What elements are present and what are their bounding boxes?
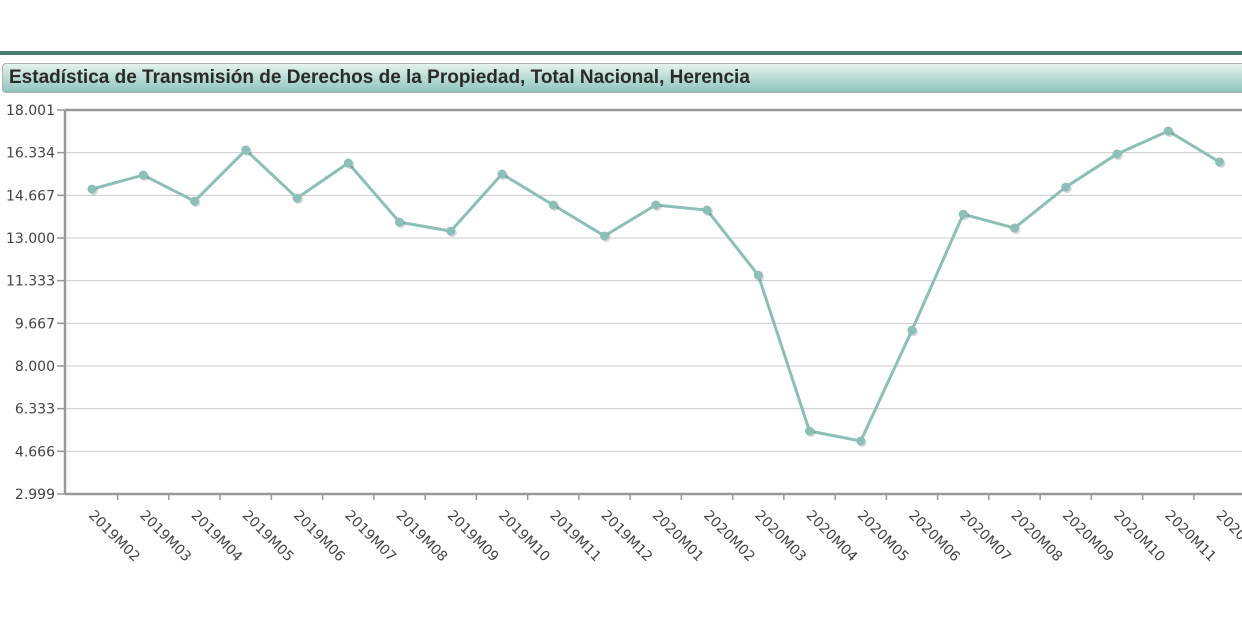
data-point xyxy=(548,200,558,210)
x-tick-label: 2020M08 xyxy=(1008,508,1066,566)
x-tick-label: 2019M04 xyxy=(188,508,246,566)
data-point xyxy=(446,226,456,236)
x-tick-label: 2019M12 xyxy=(598,508,656,566)
data-point xyxy=(343,158,353,168)
y-tick-label: 9.667 xyxy=(15,316,55,332)
data-point xyxy=(241,145,251,155)
x-tick-label: 2020M07 xyxy=(956,508,1014,566)
data-point xyxy=(395,217,404,227)
x-tick-label: 2019M02 xyxy=(85,508,143,566)
y-tick-label: 6.333 xyxy=(15,402,55,418)
data-point xyxy=(753,270,763,280)
x-tick-label: 2020M06 xyxy=(905,508,963,566)
data-point xyxy=(907,325,917,335)
x-tick-label: 2020M03 xyxy=(751,508,809,566)
data-point xyxy=(651,200,661,210)
x-tick-label: 2019M08 xyxy=(393,508,451,566)
x-tick-label: 2019M06 xyxy=(290,508,348,566)
y-tick-label: 18.001 xyxy=(6,103,55,119)
data-point xyxy=(292,193,302,203)
x-tick-label: 2019M09 xyxy=(444,508,502,566)
data-point xyxy=(856,436,866,446)
data-point xyxy=(1112,149,1122,159)
y-tick-label: 2.999 xyxy=(15,487,55,503)
x-tick-label: 2020M12 xyxy=(1213,508,1242,566)
x-tick-label: 2020M04 xyxy=(803,508,861,566)
x-tick-label: 2019M03 xyxy=(136,508,194,566)
data-point xyxy=(805,426,814,436)
y-tick-label: 11.333 xyxy=(6,274,55,290)
y-tick-label: 4.666 xyxy=(15,444,55,460)
y-tick-label: 13.000 xyxy=(6,231,55,247)
data-point xyxy=(1010,223,1019,233)
data-point xyxy=(1215,157,1224,167)
data-point xyxy=(497,169,507,179)
x-tick-label: 2020M09 xyxy=(1059,508,1117,566)
top-bar xyxy=(0,51,1242,55)
x-tick-label: 2020M01 xyxy=(649,508,707,566)
chart-title: Estadística de Transmisión de Derechos d… xyxy=(9,67,750,88)
y-tick-label: 16.334 xyxy=(6,146,55,162)
x-tick-label: 2020M02 xyxy=(700,508,758,566)
data-point xyxy=(190,196,199,206)
data-point xyxy=(138,170,148,180)
data-point xyxy=(1163,126,1173,136)
data-point xyxy=(1061,182,1071,192)
chart-header: Estadística de Transmisión de Derechos d… xyxy=(2,63,1242,93)
data-point xyxy=(958,209,968,219)
y-tick-label: 14.667 xyxy=(6,188,55,204)
data-point xyxy=(87,184,97,194)
x-tick-label: 2020M05 xyxy=(854,508,912,566)
x-tick-label: 2019M07 xyxy=(341,508,399,566)
x-tick-label: 2019M05 xyxy=(239,508,297,566)
x-tick-label: 2019M10 xyxy=(495,508,553,566)
x-tick-label: 2019M11 xyxy=(546,508,604,566)
series-line xyxy=(91,129,1221,443)
y-tick-label: 8.000 xyxy=(15,359,55,375)
data-point xyxy=(600,231,609,241)
x-tick-label: 2020M10 xyxy=(1110,508,1168,566)
x-tick-label: 2020M11 xyxy=(1161,508,1219,566)
data-point xyxy=(702,205,712,215)
